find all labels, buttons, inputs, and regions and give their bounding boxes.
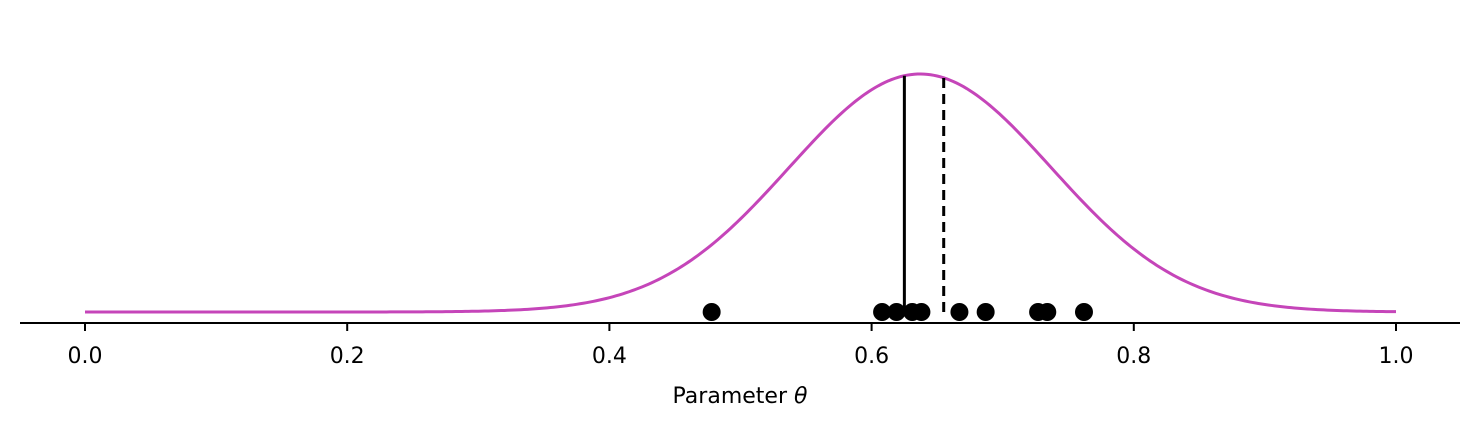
sample-point	[912, 303, 931, 321]
sample-point	[1038, 303, 1057, 321]
x-tick-label: 1.0	[1379, 344, 1414, 369]
sample-point	[702, 303, 721, 321]
x-axis-ticks: 0.0 0.2 0.4 0.6 0.8 1.0	[68, 323, 1414, 369]
x-tick-label: 0.6	[854, 344, 889, 369]
x-tick-label: 0.4	[592, 344, 627, 369]
x-tick-label: 0.8	[1116, 344, 1151, 369]
density-curve	[85, 72, 1397, 314]
x-axis-label: Parameter θ	[673, 384, 808, 409]
plot-area	[85, 72, 1397, 321]
sample-point	[1074, 303, 1093, 321]
x-tick-label: 0.0	[68, 344, 103, 369]
sample-point	[873, 303, 892, 321]
x-axis-label-text: Parameter	[673, 384, 794, 409]
x-tick-label: 0.2	[330, 344, 365, 369]
sample-point	[887, 303, 906, 321]
sample-point	[950, 303, 969, 321]
sample-point	[976, 303, 995, 321]
x-axis-label-symbol: θ	[794, 384, 808, 409]
